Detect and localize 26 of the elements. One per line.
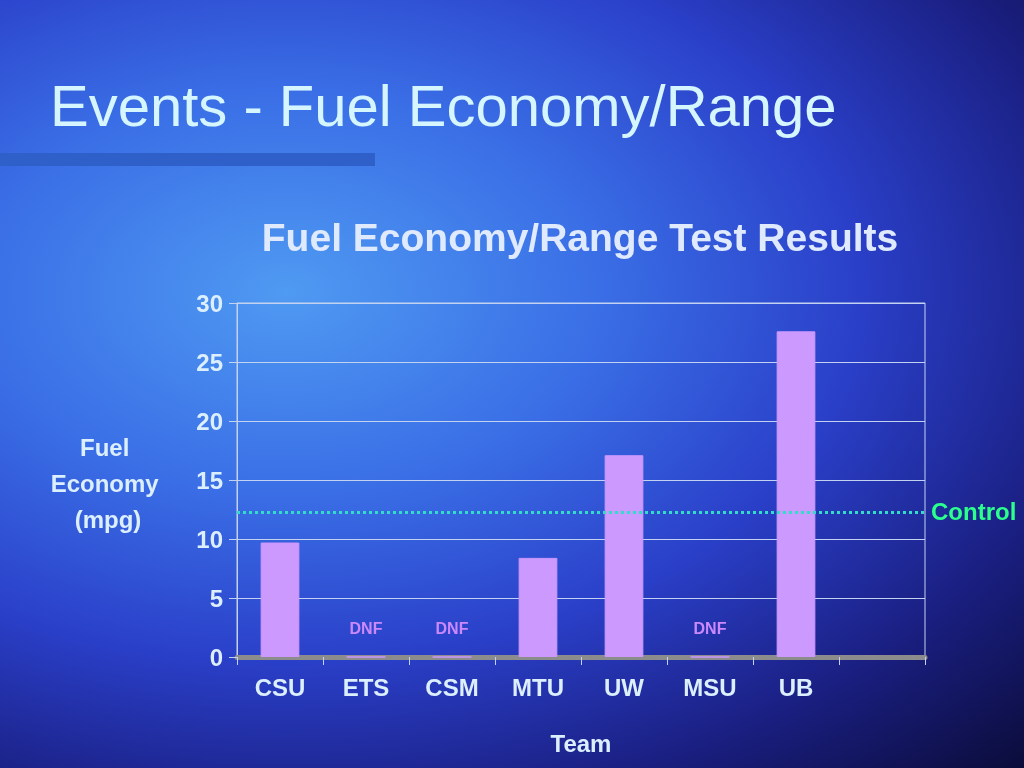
ref-line-label: Control [931,498,1017,526]
y-tick-label: 15 [196,466,223,494]
bar [776,331,816,657]
y-tick-label: 25 [196,348,223,376]
x-tick-label: MTU [512,673,564,701]
bar [518,557,558,657]
x-axis-title: Team [550,729,612,757]
x-tick-label: CSU [254,673,306,701]
bar [260,542,300,657]
x-tick-label: ETS [342,673,390,701]
x-tick-label: UW [604,673,645,701]
data-label: DNF [435,620,469,637]
x-tick-label: UB [778,673,814,701]
y-axis-title: Fuel Economy (mpg) [50,433,166,533]
y-tick-label: 0 [209,643,223,671]
y-tick-label: 5 [209,584,223,612]
data-label: DNF [693,620,727,637]
x-tick-label: MSU [683,673,737,701]
x-tick-label: CSM [425,673,479,701]
y-tick-label: 10 [196,525,223,553]
data-label: DNF [349,620,383,637]
y-tick-label: 30 [196,289,223,317]
bar [604,455,644,657]
chart-subtitle: Fuel Economy/Range Test Results [261,215,899,259]
y-tick-label: 20 [196,407,223,435]
chart-title: Events - Fuel Economy/Range [50,72,837,138]
